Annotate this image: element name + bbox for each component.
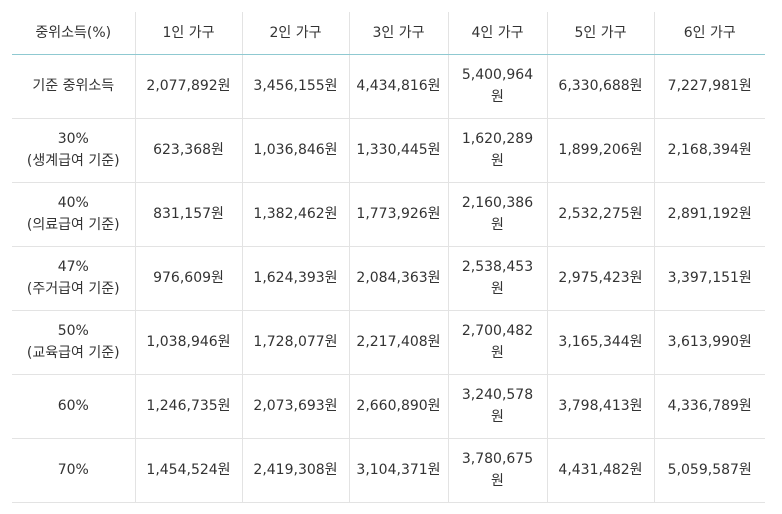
table-cell: 2,084,363원 [348,246,448,311]
row-label: 50% (교육급여 기준) [12,310,135,375]
table-cell: 2,538,453원 [447,246,547,311]
table-cell: 1,454,524원 [134,438,242,503]
row-label: 47% (주거급여 기준) [12,246,135,311]
table-cell: 3,780,675원 [447,438,547,503]
table-row: 기준 중위소득 2,077,892원 3,456,155원 4,434,816원… [12,54,765,119]
table-cell: 1,728,077원 [241,310,349,375]
table-cell: 1,330,445원 [348,118,448,183]
table-cell: 1,624,393원 [241,246,349,311]
col-header-1-person: 1인 가구 [134,12,242,55]
table-cell: 3,613,990원 [653,310,765,375]
table-row: 50% (교육급여 기준) 1,038,946원 1,728,077원 2,217… [12,310,765,375]
table-cell: 1,899,206원 [546,118,654,183]
col-header-4-person: 4인 가구 [447,12,547,55]
table-cell: 7,227,981원 [653,54,765,119]
table-cell: 1,620,289원 [447,118,547,183]
table-cell: 4,434,816원 [348,54,448,119]
table-cell: 2,891,192원 [653,182,765,247]
table-cell: 1,038,946원 [134,310,242,375]
table-cell: 5,400,964원 [447,54,547,119]
row-label: 30% (생계급여 기준) [12,118,135,183]
median-income-table: 중위소득(%) 1인 가구 2인 가구 3인 가구 4인 가구 5인 가구 6인… [12,12,765,503]
table-cell: 2,700,482원 [447,310,547,375]
table-row: 40% (의료급여 기준) 831,157원 1,382,462원 1,773,9… [12,182,765,247]
table-cell: 3,397,151원 [653,246,765,311]
table-row: 30% (생계급여 기준) 623,368원 1,036,846원 1,330,4… [12,118,765,183]
table-cell: 4,336,789원 [653,374,765,439]
row-label: 60% [12,374,135,439]
table-cell: 831,157원 [134,182,242,247]
table-cell: 3,456,155원 [241,54,349,119]
table-cell: 4,431,482원 [546,438,654,503]
table-cell: 3,240,578원 [447,374,547,439]
table-cell: 1,036,846원 [241,118,349,183]
table-cell: 2,077,892원 [134,54,242,119]
col-header-3-person: 3인 가구 [348,12,448,55]
table-cell: 3,165,344원 [546,310,654,375]
row-label: 기준 중위소득 [12,54,135,119]
table-cell: 5,059,587원 [653,438,765,503]
table-cell: 6,330,688원 [546,54,654,119]
row-label: 70% [12,438,135,503]
table-cell: 2,532,275원 [546,182,654,247]
col-header-2-person: 2인 가구 [241,12,349,55]
table-cell: 2,975,423원 [546,246,654,311]
table-cell: 2,160,386원 [447,182,547,247]
table-cell: 1,382,462원 [241,182,349,247]
col-header-6-person: 6인 가구 [653,12,765,55]
table-cell: 2,217,408원 [348,310,448,375]
table-cell: 1,773,926원 [348,182,448,247]
table-cell: 3,104,371원 [348,438,448,503]
table-row: 47% (주거급여 기준) 976,609원 1,624,393원 2,084,3… [12,246,765,311]
table-cell: 2,168,394원 [653,118,765,183]
table-cell: 1,246,735원 [134,374,242,439]
table-cell: 2,073,693원 [241,374,349,439]
table-cell: 2,660,890원 [348,374,448,439]
row-label: 40% (의료급여 기준) [12,182,135,247]
table-row: 60% 1,246,735원 2,073,693원 2,660,890원 3,2… [12,374,765,439]
table-cell: 976,609원 [134,246,242,311]
col-header-5-person: 5인 가구 [546,12,654,55]
table-row: 70% 1,454,524원 2,419,308원 3,104,371원 3,7… [12,438,765,503]
table-cell: 2,419,308원 [241,438,349,503]
table-cell: 623,368원 [134,118,242,183]
col-header-income-percent: 중위소득(%) [12,12,135,55]
header-row: 중위소득(%) 1인 가구 2인 가구 3인 가구 4인 가구 5인 가구 6인… [12,12,765,55]
table-cell: 3,798,413원 [546,374,654,439]
